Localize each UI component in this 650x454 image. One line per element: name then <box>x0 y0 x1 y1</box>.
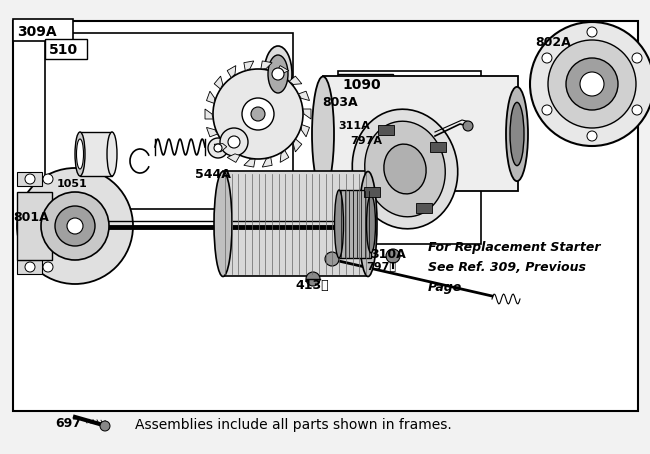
Polygon shape <box>227 154 240 163</box>
Circle shape <box>566 58 618 110</box>
Circle shape <box>100 421 110 431</box>
Text: 310A: 310A <box>370 248 406 261</box>
Circle shape <box>306 272 320 286</box>
Ellipse shape <box>77 139 83 169</box>
Text: 510: 510 <box>49 43 78 57</box>
Ellipse shape <box>359 172 377 276</box>
Circle shape <box>272 68 284 80</box>
Text: 544A: 544A <box>195 168 231 181</box>
Polygon shape <box>430 142 446 152</box>
Circle shape <box>587 27 597 37</box>
Text: See Ref. 309, Previous: See Ref. 309, Previous <box>428 261 586 274</box>
Polygon shape <box>289 76 302 84</box>
Circle shape <box>220 128 248 156</box>
Polygon shape <box>244 61 254 70</box>
Circle shape <box>41 192 109 260</box>
Text: For Replacement Starter: For Replacement Starter <box>428 241 601 254</box>
Ellipse shape <box>335 190 343 258</box>
Bar <box>45 33 293 209</box>
Polygon shape <box>205 109 213 119</box>
Polygon shape <box>378 125 394 135</box>
Circle shape <box>632 105 642 115</box>
Polygon shape <box>301 125 309 137</box>
Polygon shape <box>214 76 223 89</box>
Text: 311A: 311A <box>338 121 370 131</box>
Circle shape <box>548 40 636 128</box>
Text: 801A: 801A <box>13 211 49 224</box>
Bar <box>338 74 393 94</box>
Bar <box>323 76 518 191</box>
Circle shape <box>213 69 303 159</box>
Text: 309A: 309A <box>17 25 57 39</box>
Circle shape <box>530 22 650 146</box>
Bar <box>17 172 42 186</box>
Text: 1051: 1051 <box>57 179 88 189</box>
Text: 797Ⓢ: 797Ⓢ <box>366 261 396 271</box>
Polygon shape <box>227 65 236 78</box>
Circle shape <box>587 131 597 141</box>
Polygon shape <box>303 109 311 119</box>
Polygon shape <box>298 91 309 101</box>
Polygon shape <box>214 143 227 152</box>
Ellipse shape <box>352 109 458 229</box>
Polygon shape <box>263 158 272 167</box>
Polygon shape <box>280 150 289 163</box>
Text: 413Ⓢ: 413Ⓢ <box>295 279 329 292</box>
Circle shape <box>325 252 339 266</box>
Circle shape <box>542 105 552 115</box>
Bar <box>338 71 481 244</box>
Circle shape <box>25 262 35 272</box>
Polygon shape <box>276 65 289 74</box>
Bar <box>13 19 73 41</box>
Polygon shape <box>293 139 302 152</box>
Bar <box>45 39 87 59</box>
Circle shape <box>43 174 53 184</box>
Circle shape <box>542 53 552 63</box>
Polygon shape <box>364 187 380 197</box>
Circle shape <box>580 72 604 96</box>
Text: Page: Page <box>428 281 462 294</box>
Text: 697: 697 <box>55 417 81 430</box>
Bar <box>17 260 42 274</box>
Bar <box>13 21 638 411</box>
Text: Assemblies include all parts shown in frames.: Assemblies include all parts shown in fr… <box>135 418 452 432</box>
Polygon shape <box>207 128 217 137</box>
Ellipse shape <box>75 132 85 176</box>
Circle shape <box>25 174 35 184</box>
Ellipse shape <box>268 55 288 93</box>
Text: 1090: 1090 <box>342 78 381 92</box>
Bar <box>17 192 52 260</box>
Circle shape <box>55 206 95 246</box>
Text: 797A: 797A <box>350 136 382 146</box>
Ellipse shape <box>384 144 426 194</box>
Polygon shape <box>261 61 272 69</box>
Circle shape <box>386 249 400 263</box>
Ellipse shape <box>506 87 528 181</box>
Ellipse shape <box>510 102 524 166</box>
Bar <box>339 190 371 258</box>
Circle shape <box>67 218 83 234</box>
Ellipse shape <box>264 46 292 102</box>
Text: 802A: 802A <box>535 36 571 49</box>
Bar <box>80 132 112 176</box>
Circle shape <box>17 168 133 284</box>
Polygon shape <box>416 203 432 213</box>
Ellipse shape <box>312 77 334 192</box>
Circle shape <box>214 144 222 152</box>
Ellipse shape <box>214 172 232 276</box>
Polygon shape <box>244 159 255 167</box>
Circle shape <box>228 136 240 148</box>
Ellipse shape <box>365 121 445 217</box>
Circle shape <box>463 121 473 131</box>
Circle shape <box>632 53 642 63</box>
Circle shape <box>208 138 228 158</box>
Polygon shape <box>207 91 215 104</box>
Circle shape <box>251 107 265 121</box>
Ellipse shape <box>367 195 376 253</box>
Bar <box>223 171 368 276</box>
Ellipse shape <box>107 132 117 176</box>
Circle shape <box>43 262 53 272</box>
Text: 803A: 803A <box>322 96 358 109</box>
Circle shape <box>242 98 274 130</box>
